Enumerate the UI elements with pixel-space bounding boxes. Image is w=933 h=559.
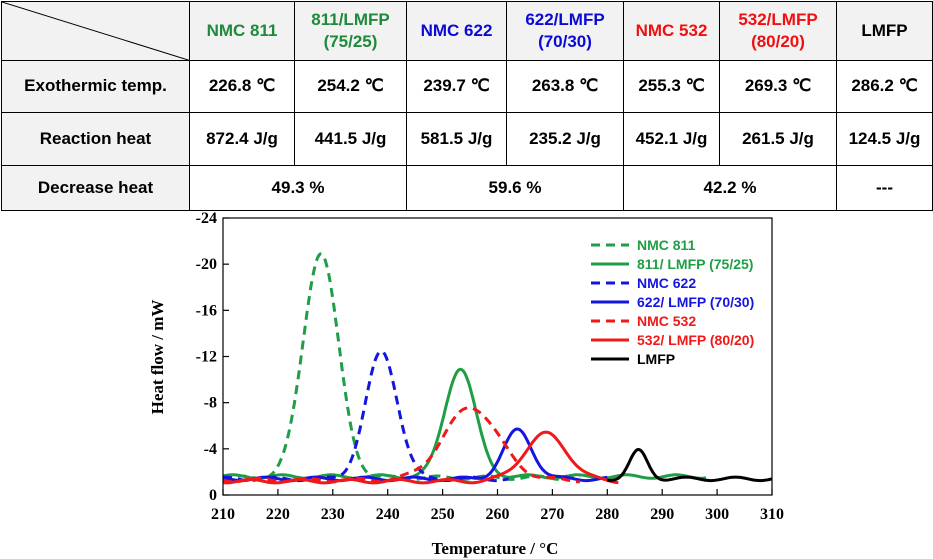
table-cell: 286.2 ℃	[836, 60, 933, 113]
heat-flow-chart: 210 220 230 240 250 260 270 280 290 300 310 0 -4 -8 -1…	[148, 212, 784, 558]
header-cell: NMC 622	[406, 0, 507, 62]
table-cell: 254.2 ℃	[294, 60, 407, 113]
x-tick-label: 310	[760, 506, 784, 523]
legend-label: LMFP	[637, 351, 675, 367]
table-cell: 124.5 J/g	[836, 111, 933, 166]
table-cell: 263.8 ℃	[506, 60, 624, 113]
y-tick-label: -4	[204, 441, 217, 458]
table-cell: ---	[836, 164, 933, 212]
axis-ticks: 210 220 230 240 250 260 270 280 290 300 310 0 -4 -8 -1…	[196, 212, 784, 523]
table-row: Reaction heat 872.4 J/g 441.5 J/g 581.5 …	[1, 111, 933, 166]
header-cell: NMC 532	[623, 0, 720, 62]
table-cell: 226.8 ℃	[189, 60, 295, 113]
table-cell: 452.1 J/g	[623, 111, 720, 166]
table-cell: 261.5 J/g	[719, 111, 837, 166]
header-cell: 532/LMFP (80/20)	[719, 0, 837, 62]
table-cell: 872.4 J/g	[189, 111, 295, 166]
series-line	[222, 427, 608, 483]
legend-label: 811/ LMFP (75/25)	[637, 256, 753, 272]
summary-table: NMC 811 811/LMFP (75/25) NMC 622 622/LMF…	[1, 0, 933, 212]
x-tick-label: 270	[540, 506, 564, 523]
plot-lines	[222, 252, 773, 485]
series-line	[222, 349, 509, 483]
y-tick-label: 0	[209, 487, 217, 504]
series-line	[222, 252, 581, 481]
y-axis-label: Heat flow / mW	[148, 300, 167, 415]
x-tick-label: 250	[431, 506, 455, 523]
legend-label: NMC 532	[637, 313, 696, 329]
row-label: Reaction heat	[1, 111, 190, 166]
legend-label: NMC 811	[637, 237, 696, 253]
table-cell: 255.3 ℃	[623, 60, 720, 113]
x-tick-label: 220	[266, 506, 290, 523]
table-row: Decrease heat 49.3 % 59.6 % 42.2 % ---	[1, 164, 933, 212]
legend-label: 532/ LMFP (80/20)	[637, 332, 754, 348]
table-cell: 235.2 J/g	[506, 111, 624, 166]
table-header-row: NMC 811 811/LMFP (75/25) NMC 622 622/LMF…	[1, 0, 933, 62]
x-tick-label: 260	[486, 506, 510, 523]
x-tick-label: 230	[321, 506, 345, 523]
x-tick-label: 240	[376, 506, 400, 523]
row-label: Decrease heat	[1, 164, 190, 212]
table-cell: 239.7 ℃	[406, 60, 507, 113]
table-cell: 49.3 %	[189, 164, 407, 212]
legend: NMC 811 811/ LMFP (75/25) NMC 622 622/ LMFP…	[591, 237, 754, 367]
x-tick-label: 300	[705, 506, 729, 523]
table-cell: 59.6 %	[406, 164, 624, 212]
legend-label: 622/ LMFP (70/30)	[637, 294, 754, 310]
table-cell: 269.3 ℃	[719, 60, 837, 113]
y-tick-label: -24	[196, 212, 217, 227]
table-cell: 441.5 J/g	[294, 111, 407, 166]
y-tick-label: -12	[196, 349, 217, 366]
table-cell: 42.2 %	[623, 164, 837, 212]
series-line	[222, 367, 707, 480]
header-cell: 811/LMFP (75/25)	[294, 0, 407, 62]
x-tick-label: 280	[595, 506, 619, 523]
row-label: Exothermic temp.	[1, 60, 190, 113]
diagonal-divider	[2, 2, 189, 60]
x-tick-label: 290	[650, 506, 674, 523]
y-tick-label: -16	[196, 302, 217, 319]
series-line	[223, 430, 619, 485]
x-axis-label: Temperature / °C	[432, 539, 559, 558]
header-cell: NMC 811	[189, 0, 295, 62]
x-tick-label: 210	[211, 506, 235, 523]
header-cell: LMFP	[836, 0, 933, 62]
series-line	[607, 447, 773, 483]
table-corner-cell	[1, 0, 190, 62]
table-cell: 581.5 J/g	[406, 111, 507, 166]
y-tick-label: -20	[196, 256, 217, 273]
y-tick-label: -8	[204, 395, 217, 412]
table-row: Exothermic temp. 226.8 ℃ 254.2 ℃ 239.7 ℃…	[1, 60, 933, 113]
legend-label: NMC 622	[637, 275, 696, 291]
header-cell: 622/LMFP (70/30)	[506, 0, 624, 62]
